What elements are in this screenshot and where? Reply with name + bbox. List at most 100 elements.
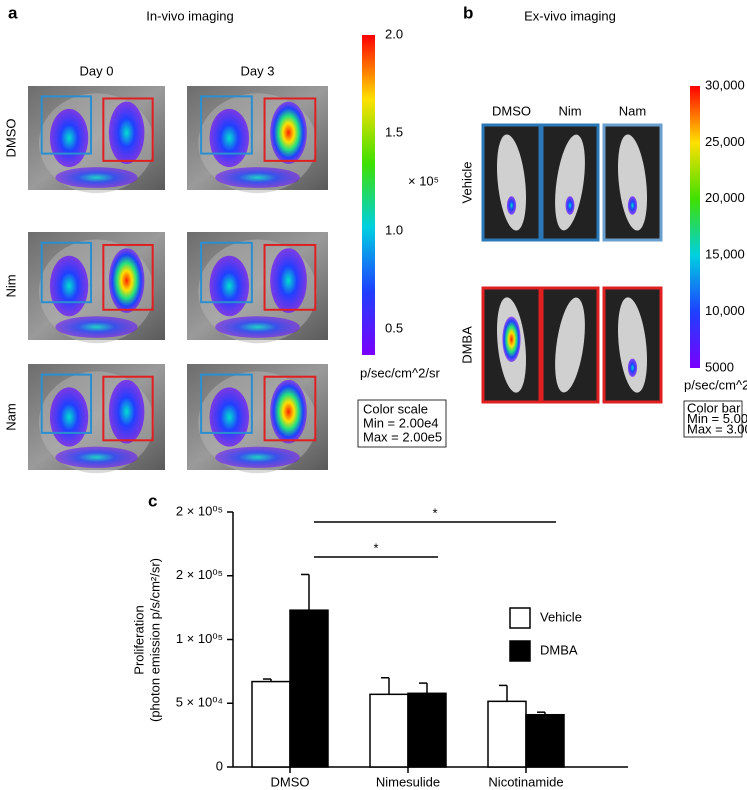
panel-title: In-vivo imaging bbox=[146, 8, 233, 23]
signal bbox=[209, 108, 250, 168]
color-bar-unit: p/sec/cm^2/sr bbox=[684, 377, 747, 392]
legend-swatch bbox=[509, 607, 531, 629]
bar bbox=[289, 609, 329, 768]
x-tick-label: Nimesulide bbox=[376, 774, 440, 789]
signal bbox=[215, 167, 300, 188]
signal bbox=[49, 387, 89, 447]
signal bbox=[565, 196, 575, 215]
roi-box bbox=[200, 373, 253, 434]
significance-label: * bbox=[432, 505, 437, 520]
error-bar bbox=[381, 677, 390, 695]
color-bar-tick: 30,000 bbox=[705, 77, 745, 92]
bar bbox=[251, 680, 291, 768]
legend-text: Color scale bbox=[363, 401, 428, 416]
error-bar bbox=[419, 682, 428, 694]
x-tick-label: Nicotinamide bbox=[488, 774, 563, 789]
column-label: DMSO bbox=[492, 103, 531, 118]
tissue bbox=[617, 134, 648, 231]
y-tick-label: 2 × 10⁰⁵ bbox=[176, 503, 223, 518]
signal bbox=[627, 196, 638, 215]
bar bbox=[487, 700, 527, 768]
y-tick-label: 0 bbox=[216, 758, 223, 773]
column-label: Day 3 bbox=[241, 63, 275, 78]
roi-box bbox=[102, 375, 154, 442]
color-bar bbox=[690, 86, 700, 368]
roi-box bbox=[40, 241, 93, 304]
signal bbox=[627, 358, 638, 377]
significance-label: * bbox=[373, 540, 378, 555]
color-bar-tick: 1.0 bbox=[385, 222, 403, 237]
roi-box bbox=[263, 375, 317, 442]
row-label: Vehicle bbox=[459, 162, 474, 204]
signal bbox=[215, 316, 300, 338]
column-label: Nam bbox=[619, 103, 646, 118]
signal bbox=[502, 316, 521, 363]
panel-label: b bbox=[463, 3, 473, 22]
signal bbox=[55, 167, 138, 188]
signal bbox=[55, 316, 138, 338]
tissue bbox=[618, 297, 647, 393]
row-label: DMBA bbox=[459, 326, 474, 364]
roi-box bbox=[200, 95, 253, 155]
legend-text: Max = 3.00e4 bbox=[687, 421, 747, 436]
roi-box bbox=[200, 241, 253, 304]
row-label: Nam bbox=[3, 403, 18, 430]
color-bar-tick: 0.5 bbox=[385, 320, 403, 335]
roi-box bbox=[40, 373, 93, 434]
legend-text: Min = 2.00e4 bbox=[363, 415, 439, 430]
signal bbox=[270, 379, 307, 444]
legend-box bbox=[683, 400, 743, 438]
column-label: Day 0 bbox=[80, 63, 114, 78]
y-tick-label: 1 × 10⁰⁵ bbox=[176, 631, 223, 646]
signal bbox=[270, 101, 307, 164]
signal bbox=[55, 446, 138, 468]
column-label: Nim bbox=[558, 103, 581, 118]
bar bbox=[407, 692, 447, 768]
color-bar-tick: 10,000 bbox=[705, 303, 745, 318]
color-bar-tick: 1.5 bbox=[385, 124, 403, 139]
y-tick-label: 2 × 10⁰⁵ bbox=[176, 567, 223, 582]
roi-box bbox=[102, 97, 154, 162]
signal bbox=[209, 255, 250, 317]
tissue bbox=[496, 134, 527, 231]
signal bbox=[108, 101, 145, 164]
color-bar bbox=[362, 35, 375, 355]
error-bar bbox=[301, 573, 310, 611]
error-bar bbox=[499, 684, 508, 702]
row-label: Nim bbox=[3, 274, 18, 297]
panel-label: c bbox=[148, 491, 157, 510]
tissue bbox=[555, 134, 585, 231]
panel-label: a bbox=[8, 3, 18, 22]
color-bar-tick: 20,000 bbox=[705, 190, 745, 205]
signal bbox=[49, 255, 89, 317]
legend-swatch bbox=[509, 640, 531, 662]
color-bar-unit: p/sec/cm^2/sr bbox=[360, 365, 440, 380]
signal bbox=[49, 108, 89, 168]
roi-box bbox=[102, 243, 154, 311]
y-tick-label: 5 × 10⁰⁴ bbox=[176, 695, 223, 710]
legend-text: Max = 2.00e5 bbox=[363, 429, 442, 444]
legend-label: DMBA bbox=[540, 642, 578, 657]
tissue bbox=[555, 297, 585, 393]
x-tick-label: DMSO bbox=[271, 774, 310, 789]
legend-text: Color bar bbox=[687, 400, 741, 415]
color-bar-tick: 5000 bbox=[705, 359, 734, 374]
roi-box bbox=[40, 95, 93, 155]
signal bbox=[108, 248, 145, 313]
signal bbox=[270, 248, 307, 313]
color-bar-tick: 2.0 bbox=[385, 26, 403, 41]
row-label: DMSO bbox=[3, 119, 18, 158]
legend-label: Vehicle bbox=[540, 609, 582, 624]
roi-box bbox=[263, 97, 317, 162]
color-bar-multiplier: × 10⁵ bbox=[408, 173, 439, 188]
signal bbox=[108, 379, 145, 444]
bar bbox=[369, 693, 409, 768]
color-bar-tick: 15,000 bbox=[705, 247, 745, 262]
bar bbox=[525, 713, 565, 768]
y-axis-label: (photon emission p/s/cm²/sr) bbox=[147, 558, 162, 722]
panel-title: Ex-vivo imaging bbox=[524, 8, 616, 23]
signal bbox=[506, 196, 517, 215]
roi-box bbox=[263, 243, 317, 311]
color-bar-tick: 25,000 bbox=[705, 134, 745, 149]
